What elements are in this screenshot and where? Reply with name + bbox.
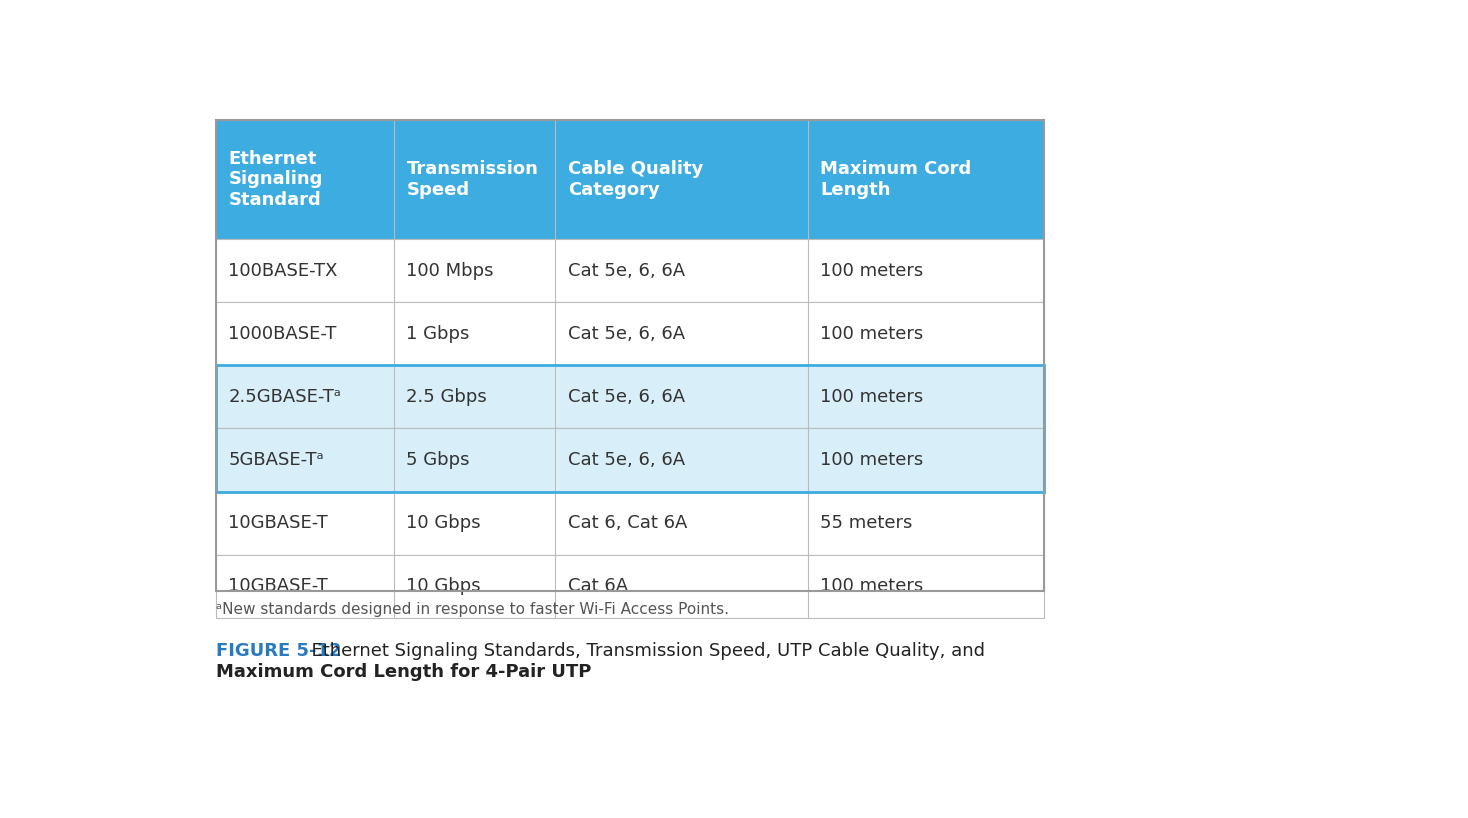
Text: 100 meters: 100 meters (821, 388, 923, 406)
Text: 1000BASE-T: 1000BASE-T (229, 325, 336, 343)
FancyBboxPatch shape (216, 492, 1044, 555)
Text: ᵃNew standards designed in response to faster Wi-Fi Access Points.: ᵃNew standards designed in response to f… (216, 602, 730, 617)
FancyBboxPatch shape (216, 555, 1044, 618)
Text: Cat 5e, 6, 6A: Cat 5e, 6, 6A (568, 325, 686, 343)
Text: Cat 5e, 6, 6A: Cat 5e, 6, 6A (568, 451, 686, 469)
FancyBboxPatch shape (216, 119, 1044, 239)
Text: 2.5 Gbps: 2.5 Gbps (407, 388, 487, 406)
Text: 10GBASE-T: 10GBASE-T (229, 578, 329, 596)
Text: 100 meters: 100 meters (821, 578, 923, 596)
FancyBboxPatch shape (216, 429, 1044, 492)
Text: Ethernet Signaling Standards, Transmission Speed, UTP Cable Quality, and: Ethernet Signaling Standards, Transmissi… (299, 642, 985, 660)
Text: 1 Gbps: 1 Gbps (407, 325, 470, 343)
Text: 10 Gbps: 10 Gbps (407, 515, 482, 533)
Text: Maximum Cord
Length: Maximum Cord Length (821, 160, 972, 199)
FancyBboxPatch shape (216, 302, 1044, 366)
Text: 100 meters: 100 meters (821, 325, 923, 343)
Text: 100 meters: 100 meters (821, 262, 923, 280)
Text: Cable Quality
Category: Cable Quality Category (568, 160, 703, 199)
FancyBboxPatch shape (216, 239, 1044, 302)
Text: 2.5GBASE-Tᵃ: 2.5GBASE-Tᵃ (229, 388, 342, 406)
Text: 10 Gbps: 10 Gbps (407, 578, 482, 596)
Text: 55 meters: 55 meters (821, 515, 913, 533)
Text: 5GBASE-Tᵃ: 5GBASE-Tᵃ (229, 451, 324, 469)
Text: Cat 6A: Cat 6A (568, 578, 628, 596)
Text: 100 Mbps: 100 Mbps (407, 262, 493, 280)
Text: Cat 5e, 6, 6A: Cat 5e, 6, 6A (568, 262, 686, 280)
Text: Cat 6, Cat 6A: Cat 6, Cat 6A (568, 515, 687, 533)
Text: FIGURE 5-12: FIGURE 5-12 (216, 642, 342, 660)
Text: Cat 5e, 6, 6A: Cat 5e, 6, 6A (568, 388, 686, 406)
Text: 5 Gbps: 5 Gbps (407, 451, 470, 469)
Text: 10GBASE-T: 10GBASE-T (229, 515, 329, 533)
Text: Maximum Cord Length for 4-Pair UTP: Maximum Cord Length for 4-Pair UTP (216, 663, 592, 681)
Text: Ethernet
Signaling
Standard: Ethernet Signaling Standard (229, 150, 323, 209)
Text: Transmission
Speed: Transmission Speed (407, 160, 539, 199)
Text: 100BASE-TX: 100BASE-TX (229, 262, 338, 280)
Text: 100 meters: 100 meters (821, 451, 923, 469)
FancyBboxPatch shape (216, 366, 1044, 429)
